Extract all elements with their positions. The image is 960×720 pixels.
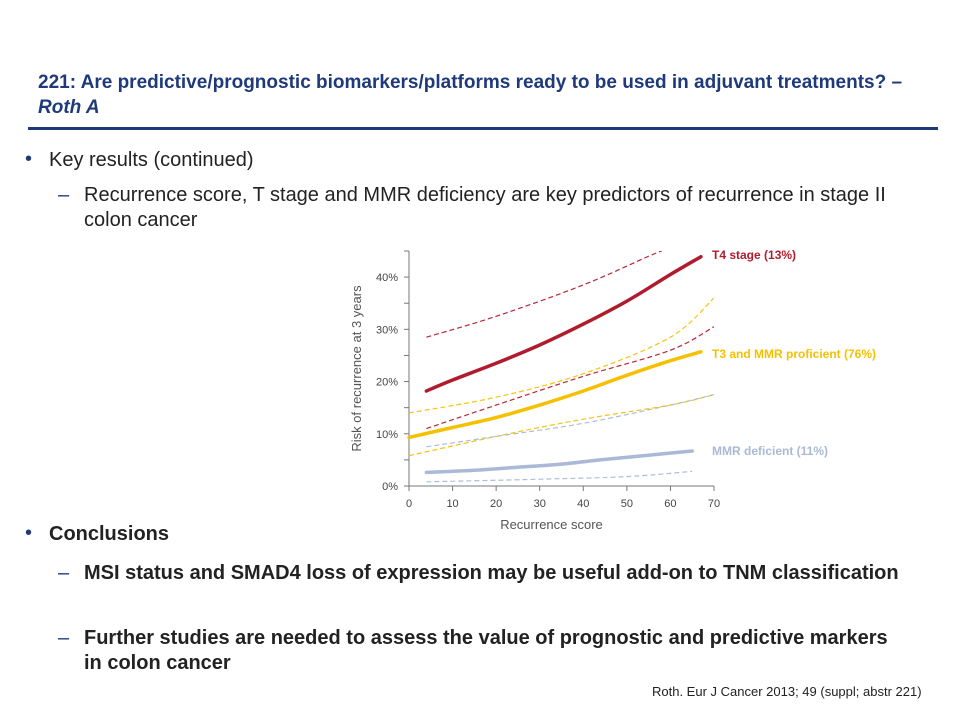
series-t4-line [424, 254, 703, 393]
sub-bullet-dash-icon: – [58, 184, 70, 206]
sub-bullet-recurrence-text: Recurrence score, T stage and MMR defici… [84, 184, 886, 231]
sub-bullet-msi-text: MSI status and SMAD4 loss of expression … [84, 562, 899, 584]
series-label-t3: T3 and MMR proficient (76%) [712, 347, 876, 361]
series-t3-line [407, 350, 703, 440]
x-tick-label: 60 [664, 498, 676, 510]
series-mmr-line [424, 449, 694, 475]
x-tick-label: 30 [534, 498, 546, 510]
x-tick-label: 70 [708, 498, 720, 510]
series-mmr-ci-lower [426, 470, 693, 483]
y-tick-label: 10% [376, 429, 398, 441]
y-tick-label: 20% [376, 377, 398, 389]
bullet-conclusions-text: Conclusions [49, 523, 170, 545]
sub-bullet-dash-icon: – [58, 627, 70, 649]
title-divider [28, 127, 938, 130]
slide-title-main: 221: Are predictive/prognostic biomarker… [38, 72, 903, 93]
x-tick-label: 20 [490, 498, 502, 510]
y-axis-title: Risk of recurrence at 3 years [349, 285, 364, 452]
y-tick-label: 40% [376, 272, 398, 284]
series-t4-ci-lower [426, 326, 714, 430]
sub-bullet-further-studies-text: Further studies are needed to assess the… [84, 627, 888, 674]
series-label-t4: T4 stage (13%) [712, 248, 796, 262]
x-tick-label: 10 [446, 498, 458, 510]
y-tick-label: 30% [376, 324, 398, 336]
series-t4-ci-upper [426, 251, 662, 338]
bullet-dot-icon: • [25, 522, 33, 544]
slide-title-author: Roth A [38, 97, 100, 118]
x-tick-label: 50 [621, 498, 633, 510]
series-t3-ci-upper [408, 297, 714, 414]
series-t3-ci-lower [408, 394, 714, 457]
sub-bullet-dash-icon: – [58, 562, 70, 584]
series-mmr-ci-upper [426, 394, 714, 448]
y-tick-label: 0% [382, 481, 398, 493]
slide-title: 221: Are predictive/prognostic biomarker… [38, 70, 938, 120]
series-label-mmr: MMR deficient (11%) [712, 444, 828, 458]
x-axis-title: Recurrence score [500, 517, 603, 532]
x-tick-label: 40 [577, 498, 589, 510]
citation: Roth. Eur J Cancer 2013; 49 (suppl; abst… [652, 684, 922, 699]
x-tick-label: 0 [406, 498, 412, 510]
bullet-key-results-text: Key results (continued) [49, 149, 254, 171]
bullet-dot-icon: • [25, 148, 33, 170]
